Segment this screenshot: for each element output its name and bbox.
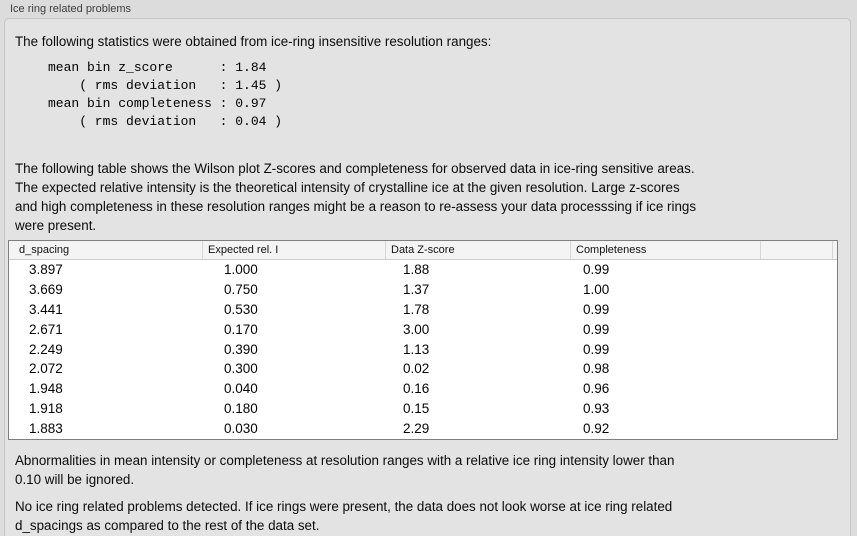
column-header-filler <box>761 241 833 259</box>
table-cell: 0.96 <box>583 381 610 397</box>
column-header-endcap <box>833 241 838 259</box>
table-cell: 3.897 <box>29 262 63 277</box>
table-row[interactable]: 1.948 0.040 0.16 0.96 <box>9 379 837 399</box>
table-cell: 0.040 <box>224 381 258 397</box>
table-cell: 0.93 <box>583 401 610 417</box>
panel-title: Ice ring related problems <box>10 3 132 15</box>
panel-groupbox: The following statistics were obtained f… <box>4 18 851 536</box>
table-cell: 0.030 <box>224 421 258 437</box>
column-header-d-spacing[interactable]: d_spacing <box>9 241 203 259</box>
column-header-completeness[interactable]: Completeness <box>571 241 761 259</box>
table-cell: 3.441 <box>29 301 63 317</box>
table-cell: 0.530 <box>224 301 258 317</box>
table-intro-text: The following table shows the Wilson plo… <box>15 161 697 233</box>
table-cell: 0.99 <box>583 301 610 317</box>
conclusion-text: No ice ring related problems detected. I… <box>15 499 673 534</box>
table-row[interactable]: 2.072 0.300 0.02 0.98 <box>9 359 837 379</box>
table-cell: 0.99 <box>583 321 610 337</box>
table-row[interactable]: 3.897 1.000 1.88 0.99 <box>9 260 837 280</box>
intro-text: The following statistics were obtained f… <box>15 34 492 49</box>
table-cell: 3.669 <box>29 281 63 297</box>
table-row[interactable]: 1.883 0.030 2.29 0.92 <box>9 419 837 439</box>
table-cell: 1.883 <box>29 421 63 437</box>
table-cell: 2.671 <box>29 321 63 337</box>
table-row[interactable]: 3.669 0.750 1.37 1.00 <box>9 280 837 300</box>
column-header-data-z-score[interactable]: Data Z-score <box>386 241 571 259</box>
table-cell: 0.750 <box>224 281 258 297</box>
table-row[interactable]: 2.671 0.170 3.00 0.99 <box>9 320 837 340</box>
ice-ring-table[interactable]: d_spacing Expected rel. I Data Z-score Comp… <box>8 240 838 441</box>
stats-block: mean bin z_score : 1.84 ( rms deviation … <box>48 60 283 129</box>
table-cell: 1.948 <box>29 381 63 397</box>
table-body: 3.897 1.000 1.88 0.99 3.669 0.750 1.37 1.00 3.44… <box>9 260 837 439</box>
table-cell: 1.00 <box>583 281 610 297</box>
table-cell: 0.92 <box>583 421 610 437</box>
column-header-expected-rel-i[interactable]: Expected rel. I <box>203 241 386 259</box>
table-cell: 2.249 <box>29 341 63 357</box>
table-cell: 0.170 <box>224 321 258 337</box>
ignore-note-text: Abnormalities in mean intensity or compl… <box>15 453 675 488</box>
table-cell: 1.78 <box>403 301 430 317</box>
table-cell: 1.88 <box>403 262 430 277</box>
table-cell: 0.16 <box>403 381 430 397</box>
table-cell: 1.37 <box>403 281 430 297</box>
table-cell: 0.15 <box>403 401 430 417</box>
table-cell: 0.02 <box>403 361 430 377</box>
table-cell: 1.000 <box>224 262 258 277</box>
table-cell: 1.13 <box>403 341 430 357</box>
table-cell: 1.918 <box>29 401 63 417</box>
table-row[interactable]: 1.918 0.180 0.15 0.93 <box>9 399 837 419</box>
table-cell: 0.390 <box>224 341 258 357</box>
table-cell: 0.180 <box>224 401 258 417</box>
table-cell: 0.98 <box>583 361 610 377</box>
table-cell: 2.072 <box>29 361 63 377</box>
table-cell: 0.99 <box>583 341 610 357</box>
table-row[interactable]: 2.249 0.390 1.13 0.99 <box>9 340 837 360</box>
table-cell: 3.00 <box>403 321 430 337</box>
table-cell: 0.99 <box>583 262 610 277</box>
table-header-row: d_spacing Expected rel. I Data Z-score Comp… <box>9 241 837 260</box>
table-row[interactable]: 3.441 0.530 1.78 0.99 <box>9 300 837 320</box>
table-cell: 0.300 <box>224 361 258 377</box>
table-cell: 2.29 <box>403 421 430 437</box>
